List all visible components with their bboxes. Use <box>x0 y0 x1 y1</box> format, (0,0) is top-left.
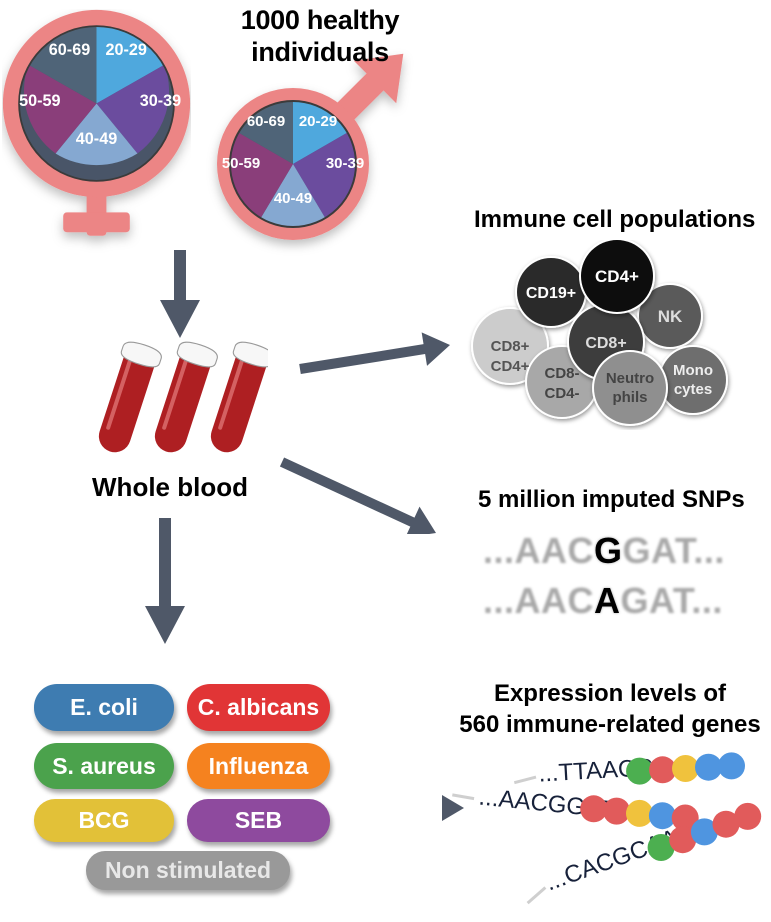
svg-text:CD8+: CD8+ <box>491 338 530 355</box>
svg-text:CD4-: CD4- <box>544 385 579 402</box>
svg-text:50-59: 50-59 <box>222 155 260 172</box>
svg-text:CD4+: CD4+ <box>595 267 639 286</box>
svg-text:cytes: cytes <box>674 381 712 398</box>
svg-text:50-59: 50-59 <box>19 92 60 110</box>
svg-text:Neutro: Neutro <box>606 370 654 387</box>
svg-text:phils: phils <box>612 389 647 406</box>
svg-text:CD19+: CD19+ <box>526 285 576 302</box>
svg-text:20-29: 20-29 <box>299 113 337 130</box>
svg-text:60-69: 60-69 <box>49 41 90 59</box>
svg-text:60-69: 60-69 <box>247 113 285 130</box>
svg-text:30-39: 30-39 <box>140 92 181 110</box>
svg-text:20-29: 20-29 <box>105 41 146 59</box>
svg-text:CD8+: CD8+ <box>585 335 626 352</box>
svg-text:CD4+: CD4+ <box>491 358 530 375</box>
svg-text:NK: NK <box>658 307 683 326</box>
svg-text:40-49: 40-49 <box>76 130 117 148</box>
svg-text:40-49: 40-49 <box>274 190 312 207</box>
svg-text:CD8-: CD8- <box>544 365 579 382</box>
svg-text:Mono: Mono <box>673 362 713 379</box>
svg-text:30-39: 30-39 <box>326 155 364 172</box>
